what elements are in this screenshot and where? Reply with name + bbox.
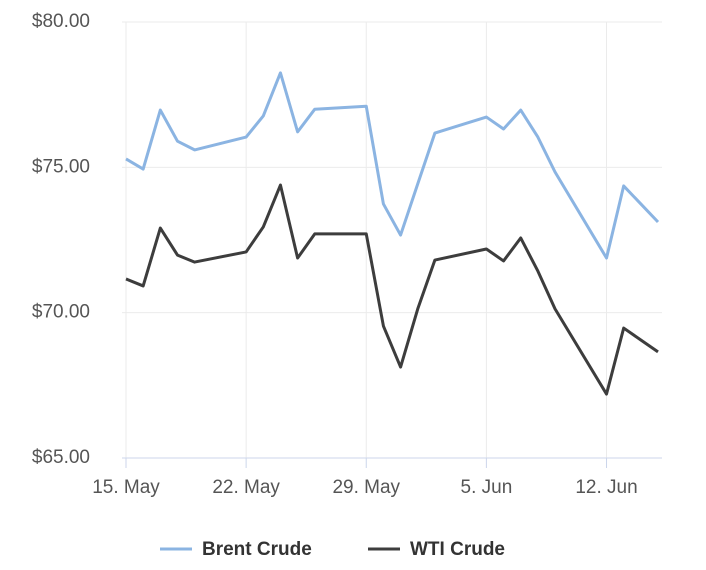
y-tick-label: $75.00 [32, 156, 90, 177]
y-tick-label: $65.00 [32, 447, 90, 468]
x-tick-label: 12. Jun [575, 477, 637, 498]
x-tick-label: 5. Jun [461, 477, 513, 498]
y-tick-label: $70.00 [32, 302, 90, 323]
x-tick-label: 22. May [212, 477, 280, 498]
x-tick-label: 15. May [92, 477, 160, 498]
legend-text[interactable]: Brent Crude [202, 539, 312, 560]
series-line [125, 71, 660, 260]
legend-text[interactable]: WTI Crude [410, 539, 505, 560]
x-tick-label: 29. May [332, 477, 400, 498]
series-line [125, 183, 659, 396]
y-tick-label: $80.00 [32, 11, 90, 32]
